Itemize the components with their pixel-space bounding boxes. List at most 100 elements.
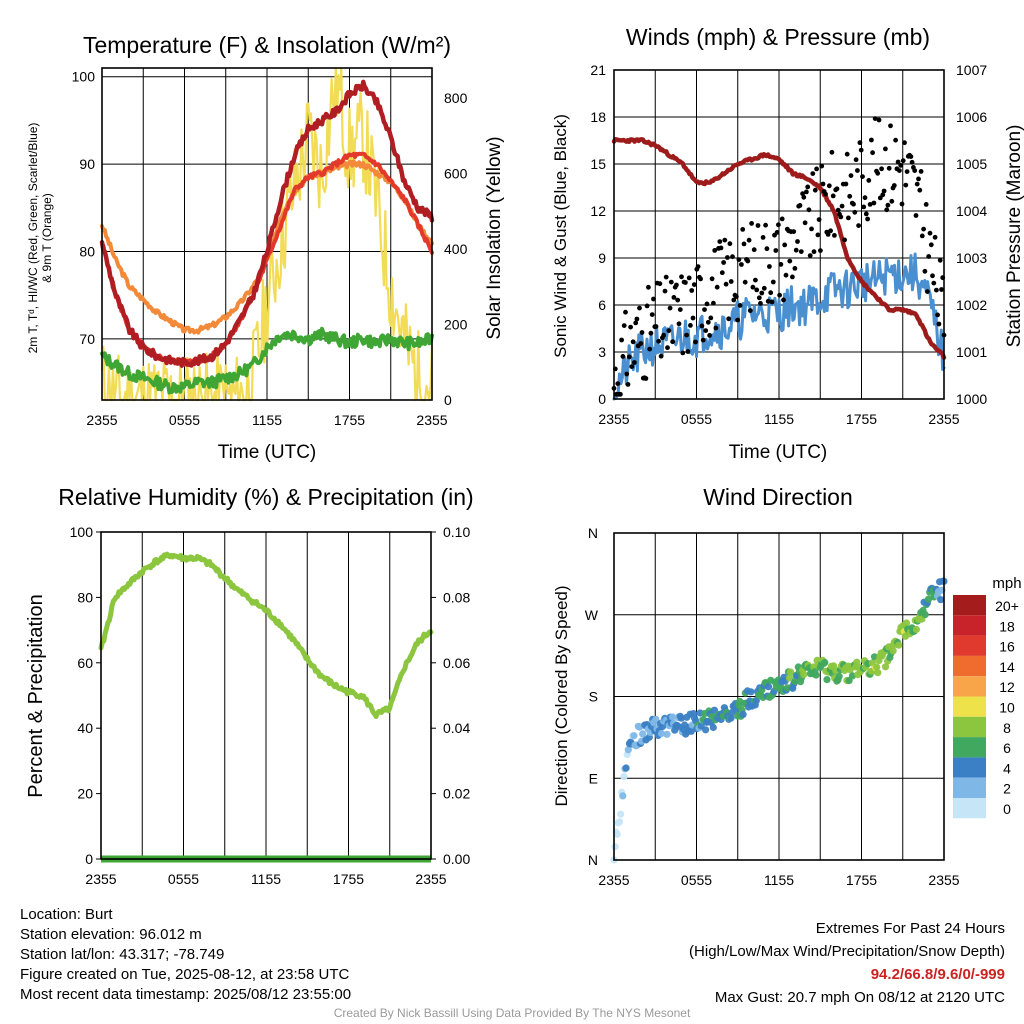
wind-y2tick-label: 1005 [956, 156, 987, 172]
temp-y2tick-label: 0 [444, 392, 452, 408]
gust-point [895, 159, 901, 165]
gust-point [728, 279, 734, 284]
wind-y2tick-label: 1003 [956, 250, 987, 266]
legend-swatch [953, 595, 986, 616]
gust-point [758, 301, 763, 306]
legend-swatch [953, 676, 986, 697]
gust-point [804, 189, 809, 195]
direction-point [812, 671, 820, 679]
gust-point [651, 296, 656, 302]
gust-point [872, 116, 878, 121]
gust-point [812, 187, 818, 193]
gust-point [653, 324, 659, 329]
direction-point [921, 611, 929, 619]
dir-xtick-label: 1755 [846, 872, 877, 888]
gust-point [782, 242, 788, 248]
gust-point [834, 186, 840, 192]
gust-point [855, 168, 860, 173]
gust-point [644, 303, 650, 309]
gust-point [829, 149, 835, 155]
gust-point [932, 234, 938, 240]
gust-point [713, 325, 719, 331]
legend-label: 10 [999, 700, 1015, 716]
temp-ylabel-left-1: 2m T, Tᵈ, HI/WC (Red, Green, Scarlet/Blu… [26, 123, 40, 354]
gust-point [839, 203, 845, 209]
gust-point [699, 323, 705, 329]
direction-point [787, 668, 795, 676]
gust-point [679, 274, 684, 280]
gust-point [774, 230, 780, 235]
gust-point [884, 207, 890, 213]
gust-point [626, 354, 632, 360]
gust-point [904, 169, 910, 175]
gust-point [795, 239, 800, 244]
rh-ylabel-left: Percent & Precipitation [25, 594, 47, 797]
gust-point [707, 333, 712, 338]
gust-point [689, 288, 695, 293]
gust-point [750, 284, 756, 290]
gust-point [745, 258, 751, 264]
wind-xtick-label: 1155 [764, 411, 794, 427]
wind-ytick-label: 18 [590, 109, 606, 125]
rh-y2tick-label: 0.04 [443, 720, 470, 736]
dir-frame [613, 532, 945, 861]
direction-point [873, 663, 881, 671]
gust-point [818, 248, 823, 254]
rh-line [98, 551, 434, 719]
rh-y2tick-label: 0.06 [443, 655, 470, 671]
gust-point [820, 181, 826, 187]
legend-label: 14 [999, 659, 1015, 675]
gust-point [928, 242, 934, 248]
temp-y2tick-label: 400 [444, 241, 468, 257]
dir-xtick-label: 2355 [598, 872, 629, 888]
legend-swatch [953, 716, 986, 738]
direction-point [630, 732, 638, 740]
gust-point [875, 170, 881, 176]
legend-label: 20+ [995, 598, 1019, 614]
gust-point [918, 169, 924, 174]
gust-point [913, 213, 919, 218]
gust-point [801, 194, 807, 200]
gust-point [727, 241, 733, 247]
gust-point [742, 279, 748, 285]
gust-point [709, 276, 715, 282]
dir-ytick-label: N [588, 852, 598, 868]
wind-y2tick-label: 1000 [956, 391, 987, 407]
temp-y2tick-label: 600 [444, 166, 468, 182]
gust-point [927, 230, 933, 236]
temp-xtick-label: 1155 [252, 412, 282, 428]
gust-point [770, 279, 776, 285]
gust-point [646, 284, 651, 290]
gust-point [685, 349, 691, 354]
gust-point [703, 328, 709, 333]
gust-point [714, 284, 720, 290]
gust-point [683, 280, 688, 285]
direction-point [709, 723, 717, 732]
gust-point [620, 354, 626, 359]
direction-point [895, 641, 903, 649]
gust-point [733, 294, 739, 299]
direction-point [785, 674, 794, 682]
gust-point [686, 275, 692, 281]
wind-y2tick-label: 1004 [956, 203, 987, 219]
wind-xtick-label: 1755 [846, 411, 877, 427]
gust-point [665, 345, 670, 351]
gust-point [674, 282, 679, 288]
direction-point [752, 696, 761, 705]
gust-point [888, 123, 893, 129]
gust-point [638, 341, 644, 346]
direction-point [848, 672, 857, 680]
gust-point [756, 295, 762, 301]
wind-xtick-label: 0555 [681, 411, 712, 427]
gust-point [861, 204, 867, 210]
gust-point [624, 371, 630, 377]
legend-swatch [953, 798, 986, 819]
gust-point [764, 246, 770, 252]
gust-point [909, 159, 915, 165]
direction-point [791, 677, 799, 685]
gust-point [805, 184, 811, 190]
gust-point [736, 257, 742, 262]
gust-point [851, 201, 856, 207]
wind-y2tick-label: 1006 [956, 109, 987, 125]
gust-point [717, 239, 723, 245]
